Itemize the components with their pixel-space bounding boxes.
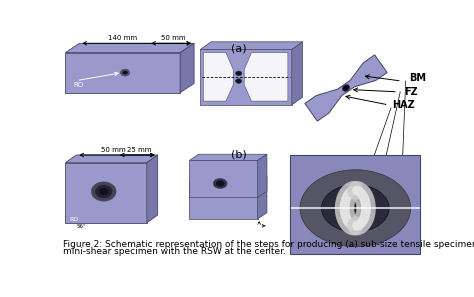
Text: 56°: 56° [76,224,86,229]
Text: RO: RO [73,82,83,88]
Polygon shape [65,155,158,163]
Ellipse shape [95,185,112,198]
Text: 50 mm: 50 mm [100,147,125,153]
Bar [290,155,420,254]
Ellipse shape [236,79,242,83]
Ellipse shape [336,195,375,222]
Polygon shape [190,160,258,197]
Polygon shape [305,55,387,121]
Text: 50 mm: 50 mm [161,35,186,41]
Ellipse shape [236,71,242,76]
Polygon shape [190,154,267,160]
Polygon shape [147,155,158,223]
Text: (a): (a) [231,43,247,53]
Ellipse shape [99,188,109,195]
Polygon shape [65,163,147,223]
Polygon shape [292,42,302,105]
Polygon shape [201,42,302,50]
Text: (b): (b) [231,150,247,159]
Ellipse shape [91,182,116,201]
Text: HAZ: HAZ [392,100,415,110]
Text: RD: RD [69,217,79,222]
Polygon shape [258,154,267,197]
Text: Figure 2: Schematic representation of the steps for producing (a) sub-size tensi: Figure 2: Schematic representation of th… [63,240,474,249]
Ellipse shape [122,71,128,75]
Polygon shape [258,176,267,219]
Polygon shape [190,176,267,182]
Ellipse shape [120,69,130,76]
Ellipse shape [216,180,224,187]
Polygon shape [244,53,288,101]
Ellipse shape [344,86,348,90]
Text: 25 mm: 25 mm [127,147,151,153]
Text: FZ: FZ [404,87,418,97]
Ellipse shape [213,178,227,189]
Polygon shape [65,43,194,53]
Polygon shape [201,50,292,105]
Polygon shape [203,53,233,101]
Text: BM: BM [410,73,427,83]
Text: 140 mm: 140 mm [109,35,137,41]
Ellipse shape [342,85,350,91]
Ellipse shape [321,184,389,232]
Text: mini-shear specimen with the RSW at the center.: mini-shear specimen with the RSW at the … [63,247,286,256]
Ellipse shape [300,170,410,247]
Polygon shape [180,43,194,93]
Polygon shape [65,53,180,93]
Polygon shape [190,182,258,219]
